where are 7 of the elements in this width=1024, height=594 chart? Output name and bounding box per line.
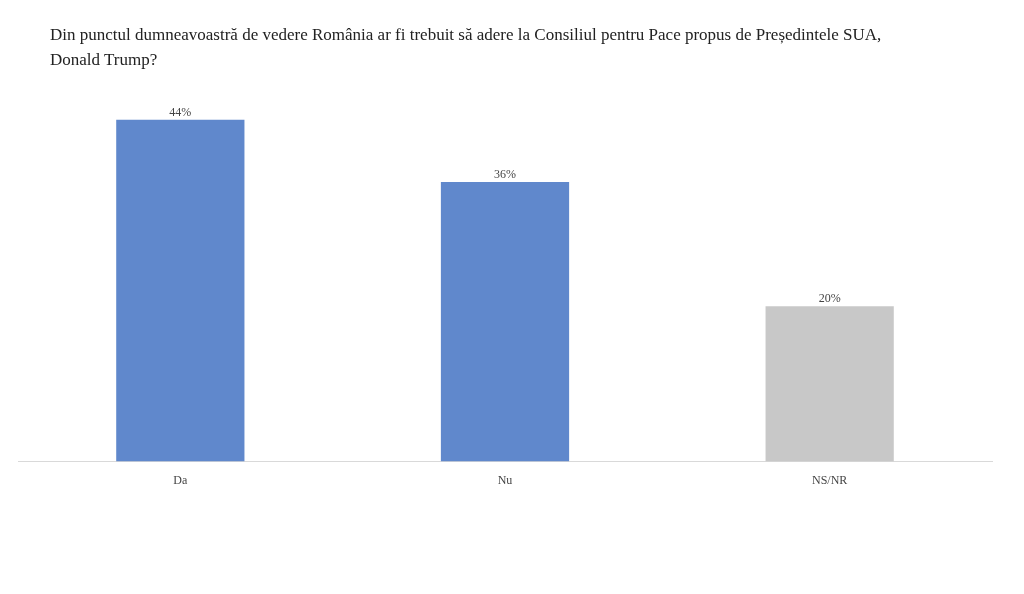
x-tick-label: NS/NR	[811, 472, 848, 487]
data-label: 36%	[494, 167, 516, 182]
chart-title: Din punctul dumneavoastră de vedere România ar fi trebuit să adere la Consiliul pentru Pace propus de Președintele SUA, Donald Trump?	[50, 24, 883, 71]
data-label: 20%	[818, 291, 841, 306]
data-label: 44%	[169, 104, 192, 119]
x-tick-label: Nu	[497, 472, 513, 487]
x-tick-label: Da	[173, 472, 188, 487]
